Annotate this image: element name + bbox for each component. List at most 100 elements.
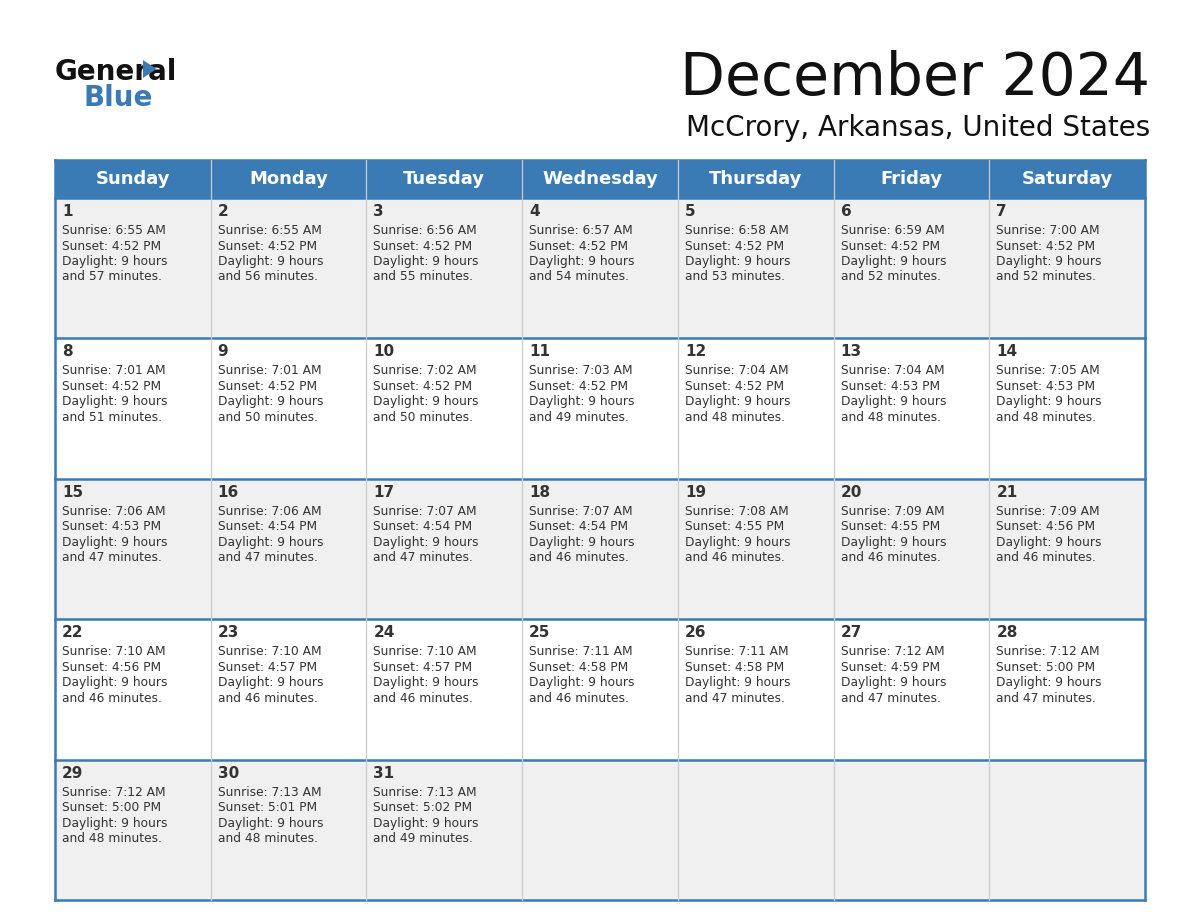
Text: Sunrise: 7:01 AM: Sunrise: 7:01 AM <box>62 364 165 377</box>
Text: Daylight: 9 hours: Daylight: 9 hours <box>217 817 323 830</box>
Text: Sunrise: 6:58 AM: Sunrise: 6:58 AM <box>684 224 789 237</box>
Text: Daylight: 9 hours: Daylight: 9 hours <box>529 255 634 268</box>
Text: Daylight: 9 hours: Daylight: 9 hours <box>684 677 790 689</box>
Text: Sunset: 4:52 PM: Sunset: 4:52 PM <box>684 240 784 252</box>
Text: Sunrise: 7:10 AM: Sunrise: 7:10 AM <box>217 645 321 658</box>
Text: December 2024: December 2024 <box>680 50 1150 106</box>
Text: 8: 8 <box>62 344 72 360</box>
Bar <box>366 198 523 339</box>
Text: 6: 6 <box>841 204 852 219</box>
Text: and 46 minutes.: and 46 minutes. <box>997 552 1097 565</box>
Bar <box>678 479 834 620</box>
Bar <box>523 339 678 479</box>
Text: Sunrise: 7:12 AM: Sunrise: 7:12 AM <box>997 645 1100 658</box>
Bar <box>55 198 210 339</box>
Bar <box>990 339 1145 479</box>
Bar <box>990 479 1145 620</box>
Text: Blue: Blue <box>83 84 152 112</box>
Text: 9: 9 <box>217 344 228 360</box>
Bar <box>678 759 834 900</box>
Text: Sunrise: 7:11 AM: Sunrise: 7:11 AM <box>529 645 633 658</box>
Text: and 51 minutes.: and 51 minutes. <box>62 411 162 424</box>
Text: Daylight: 9 hours: Daylight: 9 hours <box>841 255 946 268</box>
Bar <box>990 759 1145 900</box>
Text: Daylight: 9 hours: Daylight: 9 hours <box>373 255 479 268</box>
Text: and 47 minutes.: and 47 minutes. <box>217 552 317 565</box>
Text: Sunset: 4:52 PM: Sunset: 4:52 PM <box>841 240 940 252</box>
Text: Daylight: 9 hours: Daylight: 9 hours <box>62 536 168 549</box>
Text: 31: 31 <box>373 766 394 780</box>
Text: Wednesday: Wednesday <box>542 170 658 188</box>
Text: Sunset: 4:57 PM: Sunset: 4:57 PM <box>217 661 317 674</box>
Text: and 47 minutes.: and 47 minutes. <box>997 691 1097 705</box>
Text: Daylight: 9 hours: Daylight: 9 hours <box>997 255 1101 268</box>
Text: Daylight: 9 hours: Daylight: 9 hours <box>373 536 479 549</box>
Text: Sunrise: 7:09 AM: Sunrise: 7:09 AM <box>841 505 944 518</box>
Text: 23: 23 <box>217 625 239 640</box>
Text: Sunrise: 7:13 AM: Sunrise: 7:13 AM <box>373 786 478 799</box>
Text: 13: 13 <box>841 344 861 360</box>
Text: and 48 minutes.: and 48 minutes. <box>62 832 162 845</box>
Text: Sunset: 4:52 PM: Sunset: 4:52 PM <box>529 240 628 252</box>
Bar <box>834 198 990 339</box>
Bar <box>55 620 210 759</box>
Text: Daylight: 9 hours: Daylight: 9 hours <box>373 396 479 409</box>
Text: McCrory, Arkansas, United States: McCrory, Arkansas, United States <box>685 114 1150 142</box>
Text: 24: 24 <box>373 625 394 640</box>
Text: Daylight: 9 hours: Daylight: 9 hours <box>997 396 1101 409</box>
Text: 20: 20 <box>841 485 862 499</box>
Text: Sunrise: 6:57 AM: Sunrise: 6:57 AM <box>529 224 633 237</box>
Text: Sunset: 4:52 PM: Sunset: 4:52 PM <box>373 380 473 393</box>
Text: and 55 minutes.: and 55 minutes. <box>373 271 474 284</box>
Text: Sunset: 5:02 PM: Sunset: 5:02 PM <box>373 801 473 814</box>
Text: Saturday: Saturday <box>1022 170 1113 188</box>
Bar <box>55 339 210 479</box>
Text: Daylight: 9 hours: Daylight: 9 hours <box>217 396 323 409</box>
Text: Sunset: 4:55 PM: Sunset: 4:55 PM <box>841 521 940 533</box>
Text: 16: 16 <box>217 485 239 499</box>
Text: and 50 minutes.: and 50 minutes. <box>217 411 317 424</box>
Text: Sunrise: 6:59 AM: Sunrise: 6:59 AM <box>841 224 944 237</box>
Bar <box>834 479 990 620</box>
Text: 28: 28 <box>997 625 1018 640</box>
Text: Daylight: 9 hours: Daylight: 9 hours <box>841 677 946 689</box>
Text: and 47 minutes.: and 47 minutes. <box>62 552 162 565</box>
Text: 22: 22 <box>62 625 83 640</box>
Text: and 48 minutes.: and 48 minutes. <box>841 411 941 424</box>
Text: and 48 minutes.: and 48 minutes. <box>997 411 1097 424</box>
Text: Daylight: 9 hours: Daylight: 9 hours <box>217 255 323 268</box>
Text: and 46 minutes.: and 46 minutes. <box>841 552 941 565</box>
Text: Sunrise: 7:07 AM: Sunrise: 7:07 AM <box>529 505 633 518</box>
Polygon shape <box>143 60 157 78</box>
Text: Thursday: Thursday <box>709 170 802 188</box>
Text: Sunset: 5:00 PM: Sunset: 5:00 PM <box>62 801 162 814</box>
Text: and 49 minutes.: and 49 minutes. <box>529 411 628 424</box>
Text: 29: 29 <box>62 766 83 780</box>
Text: Sunset: 4:52 PM: Sunset: 4:52 PM <box>684 380 784 393</box>
Bar <box>55 759 210 900</box>
Text: 25: 25 <box>529 625 550 640</box>
Text: Sunrise: 7:11 AM: Sunrise: 7:11 AM <box>684 645 789 658</box>
Text: 14: 14 <box>997 344 1017 360</box>
Text: 2: 2 <box>217 204 228 219</box>
Text: Sunset: 4:54 PM: Sunset: 4:54 PM <box>373 521 473 533</box>
Text: Sunrise: 7:00 AM: Sunrise: 7:00 AM <box>997 224 1100 237</box>
Bar <box>210 479 366 620</box>
Text: 21: 21 <box>997 485 1018 499</box>
Text: Daylight: 9 hours: Daylight: 9 hours <box>841 536 946 549</box>
Text: Sunrise: 7:04 AM: Sunrise: 7:04 AM <box>841 364 944 377</box>
Text: Daylight: 9 hours: Daylight: 9 hours <box>841 396 946 409</box>
Text: 3: 3 <box>373 204 384 219</box>
Text: Sunset: 4:54 PM: Sunset: 4:54 PM <box>529 521 628 533</box>
Text: Sunrise: 7:09 AM: Sunrise: 7:09 AM <box>997 505 1100 518</box>
Text: Sunset: 4:53 PM: Sunset: 4:53 PM <box>841 380 940 393</box>
Text: Daylight: 9 hours: Daylight: 9 hours <box>997 536 1101 549</box>
Text: 15: 15 <box>62 485 83 499</box>
Text: and 46 minutes.: and 46 minutes. <box>62 691 162 705</box>
Text: Sunset: 4:52 PM: Sunset: 4:52 PM <box>217 380 317 393</box>
Text: Sunset: 4:58 PM: Sunset: 4:58 PM <box>529 661 628 674</box>
Text: Sunset: 4:52 PM: Sunset: 4:52 PM <box>373 240 473 252</box>
Text: and 56 minutes.: and 56 minutes. <box>217 271 317 284</box>
Text: Monday: Monday <box>249 170 328 188</box>
Bar <box>523 759 678 900</box>
